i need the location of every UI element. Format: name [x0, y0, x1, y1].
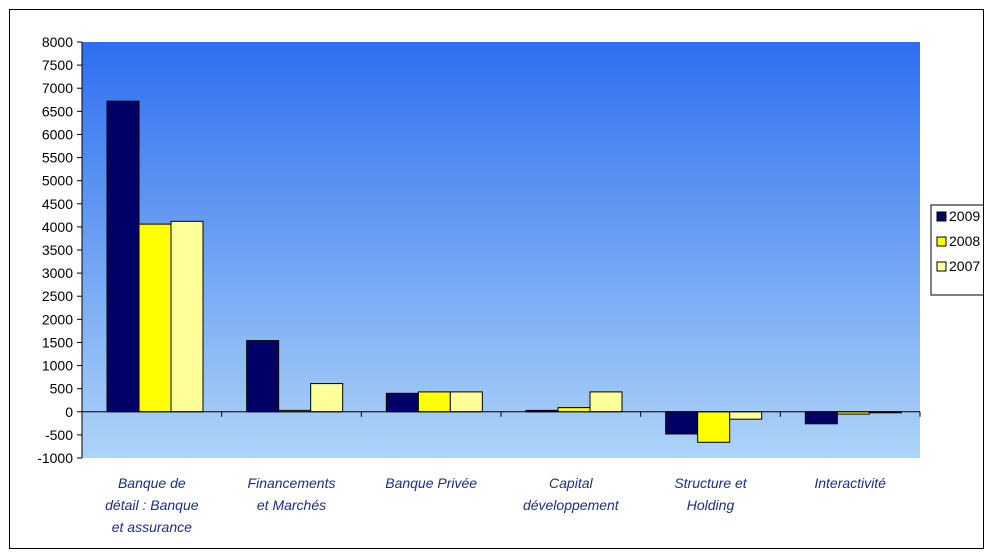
- y-axis: -1000 -500 0 500 1000 1500 2000 2500 3000 3500 400…: [37, 34, 83, 466]
- bar-2008-3: [557, 407, 591, 413]
- legend-label-2009: 2009: [949, 208, 980, 224]
- legend-swatch-2007: [936, 261, 947, 272]
- bar-2008-0: [138, 223, 172, 413]
- legend-label-2007: 2007: [949, 258, 980, 274]
- y-tick-label: 6500: [42, 103, 73, 119]
- bar-2007-4: [729, 411, 763, 420]
- legend: 2009 2008 2007: [930, 204, 983, 296]
- y-tick-label: 4500: [42, 196, 73, 212]
- y-tick-label: 8000: [42, 34, 73, 50]
- bar-2007-0: [170, 220, 204, 413]
- bar-2008-4: [697, 411, 731, 443]
- y-tick-label: 3000: [42, 265, 73, 281]
- bar-2007-3: [589, 391, 623, 413]
- y-tick-label: 7000: [42, 80, 73, 96]
- y-tick-label: 3500: [42, 242, 73, 258]
- bar-2009-0: [106, 100, 140, 413]
- chart-frame: -1000 -500 0 500 1000 1500 2000 2500 3000 3500 400…: [9, 9, 984, 549]
- y-tick-label: 0: [65, 404, 73, 420]
- y-tick-label: 5000: [42, 173, 73, 189]
- legend-swatch-2009: [936, 211, 947, 222]
- category-label: Financements et Marchés: [248, 475, 336, 513]
- y-tick-label: 2000: [42, 311, 73, 327]
- x-axis: Banque de détail : Banque et assurance Fina…: [81, 411, 921, 535]
- category-label: Structure et Holding: [674, 475, 747, 513]
- y-tick-label: 7500: [42, 57, 73, 73]
- category-label: Interactivité: [814, 475, 886, 491]
- bar-2009-1: [246, 340, 280, 413]
- plot-area: [82, 42, 920, 458]
- bar-2008-2: [417, 391, 451, 413]
- bar-2009-5: [804, 411, 838, 425]
- y-tick-label: 1500: [42, 334, 73, 350]
- y-tick-label: -1000: [37, 450, 73, 466]
- bar-chart: -1000 -500 0 500 1000 1500 2000 2500 3000 3500 400…: [37, 34, 983, 535]
- y-tick-label: 500: [50, 381, 74, 397]
- bar-2007-2: [449, 391, 483, 413]
- legend-swatch-2008: [936, 236, 947, 247]
- y-tick-label: 6000: [42, 126, 73, 142]
- y-tick-label: 4000: [42, 219, 73, 235]
- category-label: Banque de détail : Banque et assurance: [105, 475, 199, 535]
- bar-2009-2: [385, 392, 419, 413]
- bar-2009-4: [665, 411, 699, 435]
- legend-label-2008: 2008: [949, 233, 980, 249]
- y-tick-label: -500: [45, 427, 73, 443]
- bars: [106, 100, 902, 443]
- y-tick-label: 2500: [42, 288, 73, 304]
- y-tick-label: 1000: [42, 358, 73, 374]
- bar-2007-1: [310, 383, 344, 413]
- category-label: Capital développement: [523, 475, 620, 513]
- y-tick-label: 5500: [42, 150, 73, 166]
- category-label: Banque Privée: [385, 475, 477, 491]
